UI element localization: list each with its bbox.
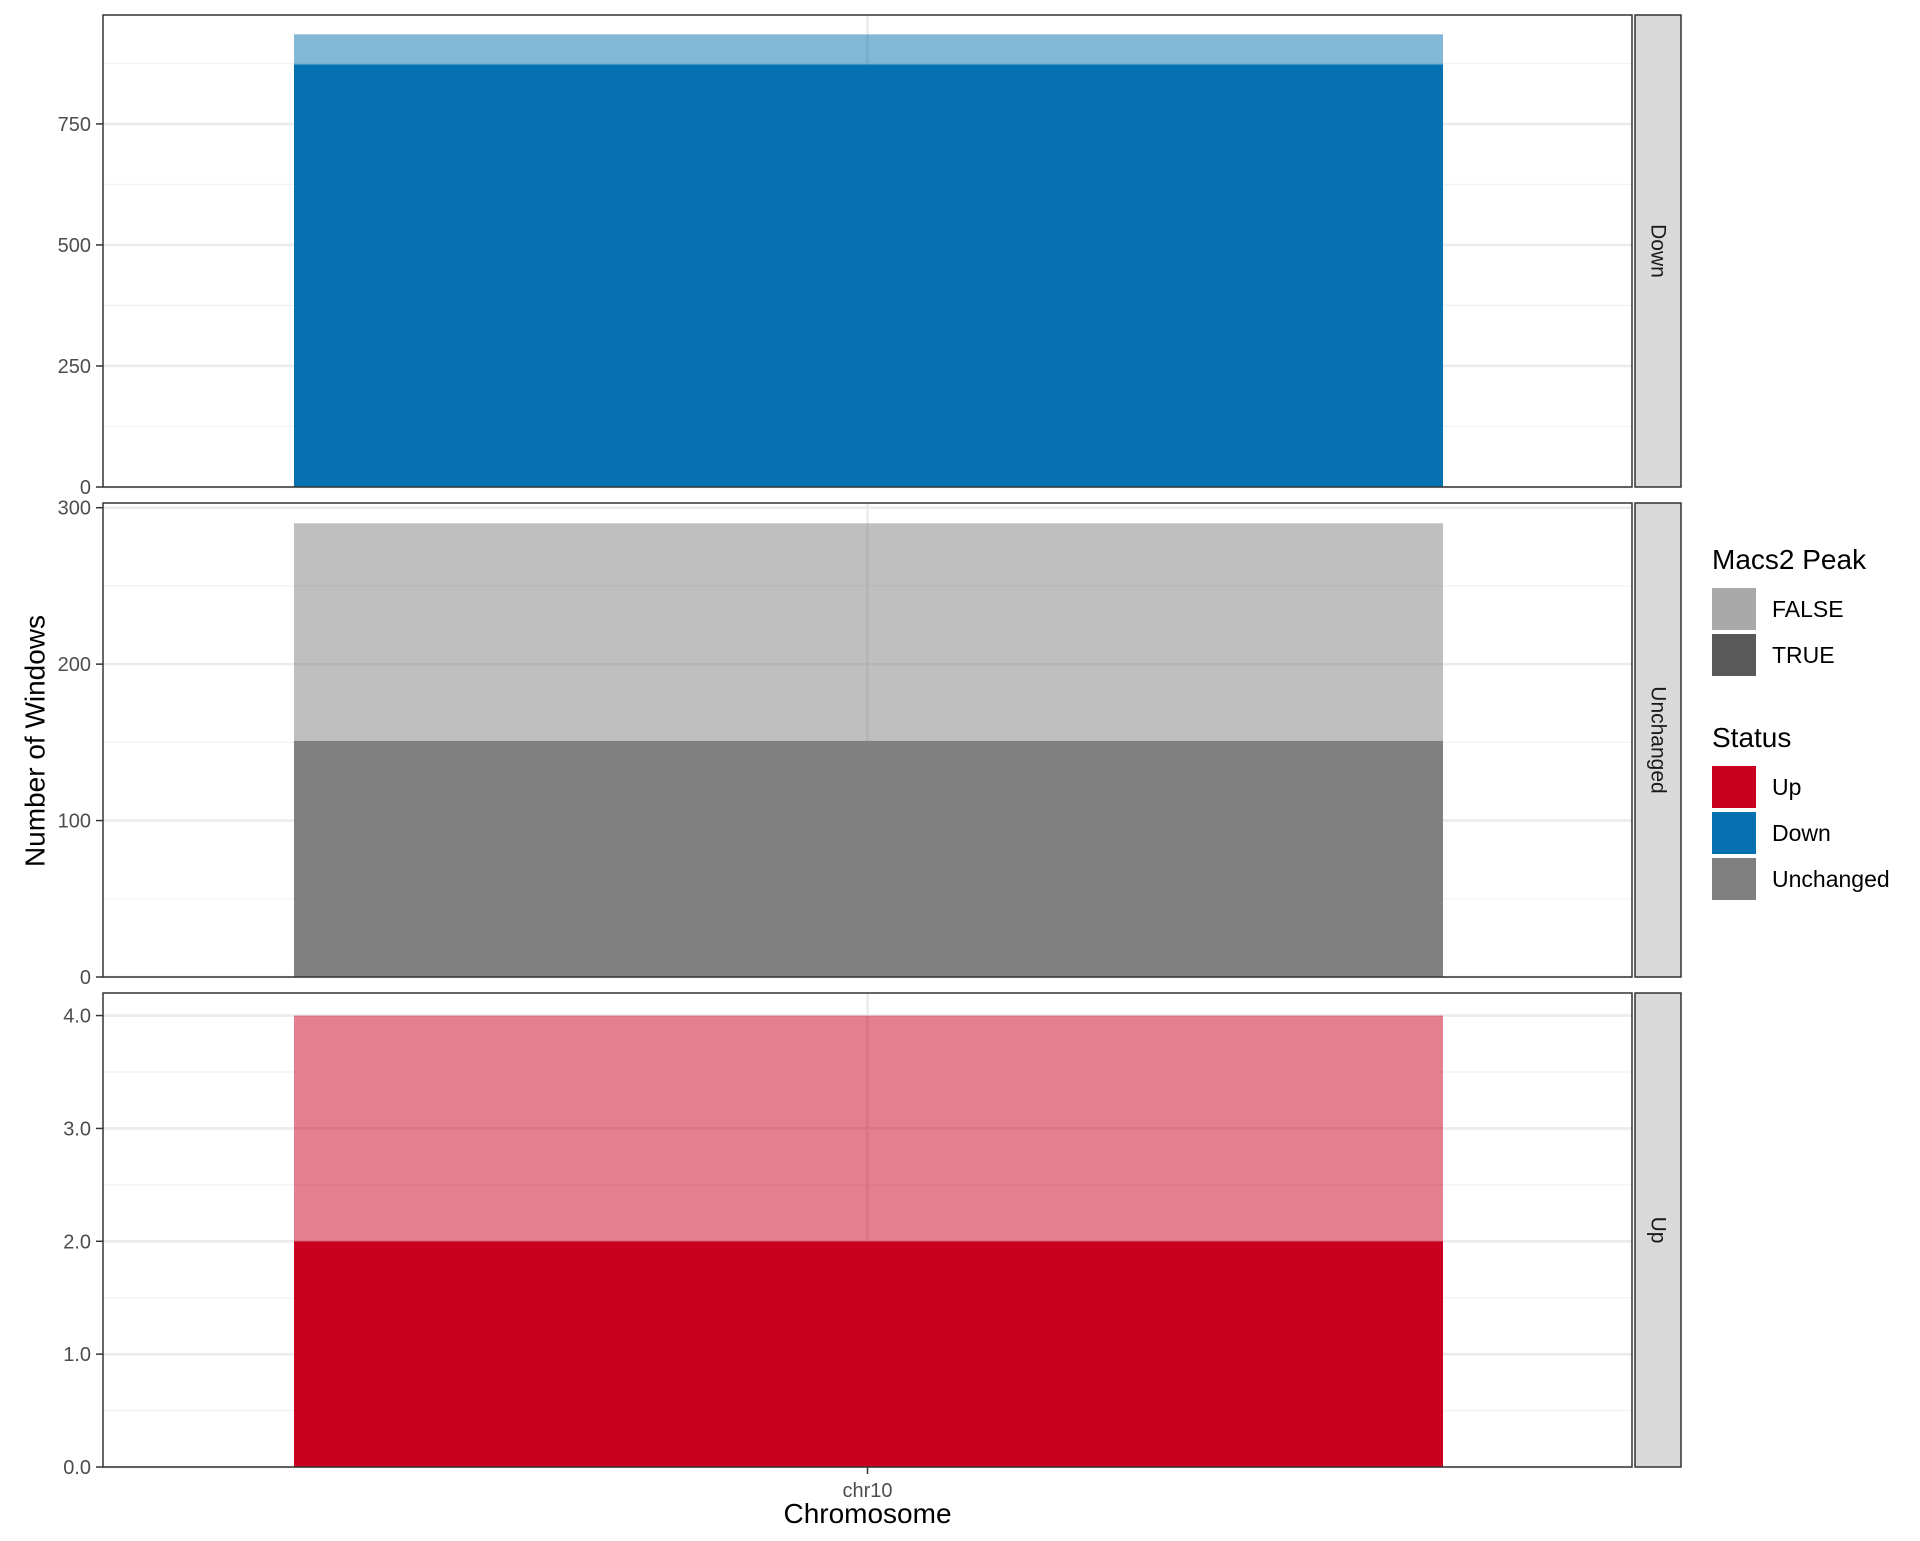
facet-strip-down <box>1634 14 1682 488</box>
bar-up-true <box>294 1241 1443 1467</box>
bar-unchanged-false <box>294 523 1443 741</box>
legend-item-down: Down <box>1712 810 1912 856</box>
y-tick-label: 300 <box>58 498 91 520</box>
legend-item-true: TRUE <box>1712 632 1912 678</box>
legend-key-unchanged <box>1712 858 1756 900</box>
facet-strip-up <box>1634 992 1682 1468</box>
legend-status: Status Up Down Unchanged <box>1712 718 1912 902</box>
panel-up: 0.0 1.0 2.0 3.0 4.0 Up <box>63 992 1682 1479</box>
panel-down: 0 250 500 750 Down <box>58 14 1682 499</box>
facet-label-down: Down <box>1647 224 1670 278</box>
y-tick-label: 500 <box>58 235 91 257</box>
y-tick-label: 4.0 <box>63 1006 91 1028</box>
legend-label-down: Down <box>1772 819 1831 846</box>
legend-item-false: FALSE <box>1712 586 1912 632</box>
legend-label-true: TRUE <box>1772 641 1835 668</box>
y-tick-label: 3.0 <box>63 1118 91 1140</box>
legend: Macs2 Peak FALSE TRUE Status Up Down Unc… <box>1712 540 1912 942</box>
legend-item-unchanged: Unchanged <box>1712 856 1912 902</box>
y-tick-label: 1.0 <box>63 1344 91 1366</box>
x-axis-title: Chromosome <box>783 1498 951 1529</box>
bar-up-false <box>294 1015 1443 1242</box>
legend-label-up: Up <box>1772 773 1802 800</box>
legend-key-down <box>1712 812 1756 854</box>
legend-key-true <box>1712 634 1756 676</box>
legend-key-up <box>1712 766 1756 808</box>
legend-item-up: Up <box>1712 764 1912 810</box>
legend-label-unchanged: Unchanged <box>1772 865 1890 892</box>
y-tick-label: 750 <box>58 114 91 136</box>
y-tick-label: 200 <box>58 654 91 676</box>
bar-down-true <box>294 64 1443 487</box>
y-tick-label: 0 <box>80 477 91 499</box>
y-tick-label: 250 <box>58 356 91 378</box>
legend-title-macs2-peak: Macs2 Peak <box>1712 544 1867 575</box>
legend-label-false: FALSE <box>1772 595 1844 622</box>
legend-key-false <box>1712 588 1756 630</box>
panel-unchanged: 0 100 200 300 Unchanged <box>58 498 1682 989</box>
y-tick-label: 2.0 <box>63 1231 91 1253</box>
y-tick-label: 0.0 <box>63 1457 91 1479</box>
facet-label-up: Up <box>1647 1217 1670 1244</box>
facet-label-unchanged: Unchanged <box>1647 686 1670 793</box>
legend-macs2-peak: Macs2 Peak FALSE TRUE <box>1712 540 1912 678</box>
legend-title-status: Status <box>1712 722 1792 753</box>
y-tick-label: 0 <box>80 967 91 989</box>
facet-strip-unchanged <box>1634 502 1682 978</box>
panel-border <box>102 502 1633 978</box>
y-tick-label: 100 <box>58 811 91 833</box>
bar-down-false <box>294 34 1443 65</box>
x-tick-label: chr10 <box>842 1480 892 1502</box>
y-axis-title: Number of Windows <box>20 615 51 867</box>
bar-unchanged-true <box>294 740 1443 977</box>
panel-border <box>102 14 1633 488</box>
